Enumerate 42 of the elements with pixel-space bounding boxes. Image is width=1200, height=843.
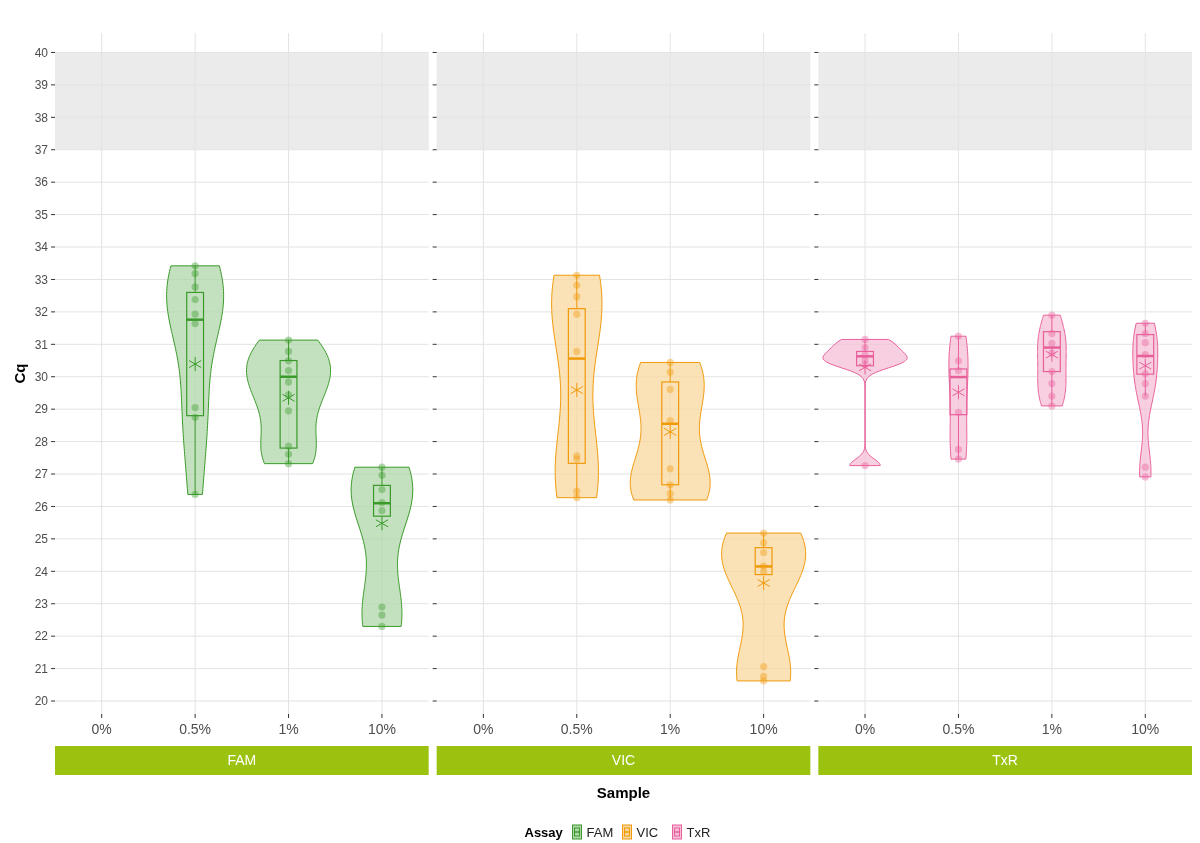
text: TxR bbox=[992, 751, 1018, 768]
y-tick-label: 29 bbox=[34, 402, 49, 417]
text: FAM bbox=[227, 751, 257, 768]
y-tick-label: 32 bbox=[34, 305, 49, 320]
y-tick-label: 22 bbox=[34, 629, 49, 644]
y-tick-label: 38 bbox=[34, 110, 49, 125]
legend-label: VIC bbox=[636, 824, 659, 840]
y-axis-title: Cq bbox=[11, 363, 28, 384]
y-tick-label: 28 bbox=[34, 434, 49, 449]
text: VIC bbox=[611, 751, 636, 768]
x-tick-label: 10% bbox=[367, 721, 396, 737]
x-tick-label: 1% bbox=[660, 721, 681, 737]
x-tick-label: 10% bbox=[749, 721, 778, 737]
x-tick-label: 1% bbox=[1041, 721, 1062, 737]
y-tick-label: 35 bbox=[34, 207, 49, 222]
x-tick-label: 1% bbox=[278, 721, 299, 737]
y-tick-label: 33 bbox=[34, 272, 49, 287]
y-tick-label: 20 bbox=[34, 694, 49, 709]
y-tick-label: 26 bbox=[34, 499, 49, 514]
x-tick-label: 0% bbox=[854, 721, 876, 737]
y-tick-label: 39 bbox=[34, 78, 49, 93]
x-axis-title: Sample bbox=[596, 784, 651, 801]
x-tick-label: 0.5% bbox=[179, 721, 212, 737]
x-tick-label: 10% bbox=[1131, 721, 1160, 737]
legend-label: FAM bbox=[586, 824, 614, 840]
y-tick-label: 30 bbox=[34, 369, 49, 384]
y-tick-label: 36 bbox=[34, 175, 49, 190]
x-tick-label: 0% bbox=[473, 721, 494, 737]
x-tick-label: 0% bbox=[91, 721, 112, 737]
y-tick-label: 21 bbox=[34, 661, 49, 676]
x-tick-label: 0.5% bbox=[560, 721, 593, 737]
y-tick-label: 25 bbox=[34, 532, 49, 547]
legend-title: Assay bbox=[524, 824, 564, 840]
legend-label: TxR bbox=[686, 824, 711, 840]
y-tick-label: 40 bbox=[34, 45, 49, 60]
y-tick-label: 34 bbox=[34, 240, 49, 255]
y-tick-label: 27 bbox=[34, 467, 49, 482]
y-tick-label: 37 bbox=[34, 142, 49, 157]
y-tick-label: 24 bbox=[34, 564, 49, 579]
y-tick-label: 23 bbox=[34, 596, 49, 611]
y-tick-label: 31 bbox=[34, 337, 49, 352]
x-tick-label: 0.5% bbox=[942, 721, 975, 737]
